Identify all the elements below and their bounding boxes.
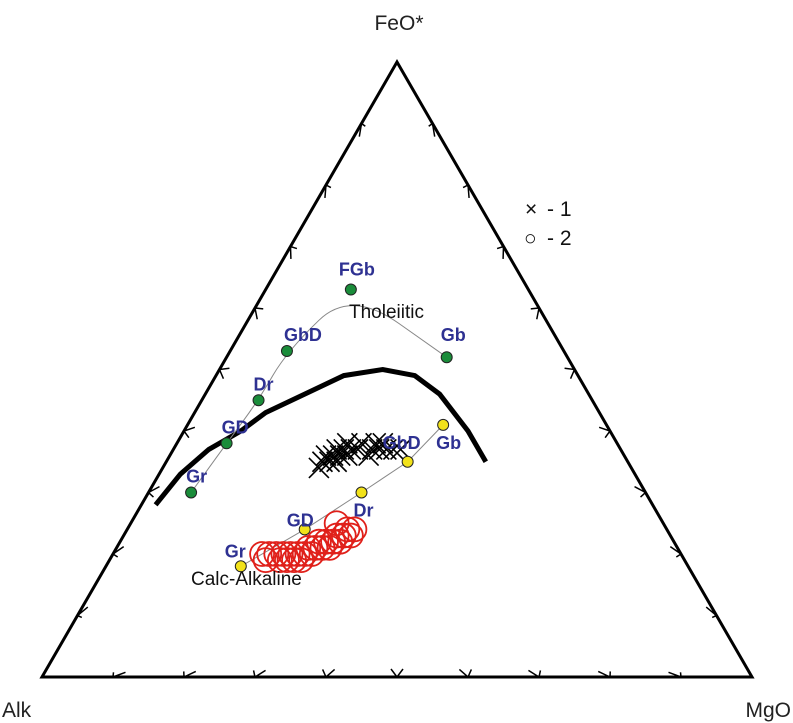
- tholeiitic-point-Gr: [185, 486, 198, 499]
- tholeiitic-point-Gb: [440, 351, 453, 364]
- tick-side1-3: [496, 245, 505, 259]
- series-1-point-0: [308, 457, 330, 479]
- series-2-point-25: [323, 522, 350, 549]
- cross-stroke-b: [372, 432, 394, 454]
- trend-points: [185, 283, 453, 573]
- vertex-label-top: FeO*: [374, 12, 423, 35]
- tholeiitic-point-FGb: [344, 283, 357, 296]
- series-1-point-14: [358, 445, 380, 467]
- tholeiitic-label-GD: GD: [222, 417, 249, 437]
- calc-alkaline-point-Gb: [437, 418, 450, 431]
- triangle-ticks: [76, 122, 718, 679]
- field-label-calc-alkaline: Calc-Alkaline: [191, 569, 302, 590]
- tholeiitic-label-FGb: FGb: [339, 260, 375, 280]
- legend: × - 1 ○ - 2: [524, 198, 572, 250]
- calc-alkaline-label-GbD: GbD: [383, 433, 421, 453]
- vertex-label-left: Alk: [2, 699, 32, 722]
- calc-alkaline-point-Dr: [355, 486, 368, 499]
- vertex-label-right: MgO: [745, 699, 791, 722]
- tholeiitic-point-GD: [220, 437, 233, 450]
- cross-stroke-b: [340, 438, 362, 461]
- tholeiitic-trend-line: [190, 305, 447, 493]
- series-1-points: [308, 432, 412, 479]
- calc-alkaline-label-Gr: Gr: [225, 541, 246, 561]
- tholeiitic-point-GbD: [280, 345, 293, 358]
- tick-side0-6: [254, 307, 264, 320]
- tholeiitic-point-Dr: [252, 394, 265, 407]
- tholeiitic-label-Dr: Dr: [254, 374, 274, 394]
- calc-alkaline-label-GD: GD: [287, 510, 314, 530]
- series-2-points: [249, 510, 368, 574]
- series-2-point-24: [323, 510, 350, 537]
- calc-alkaline-point-Gr: [234, 560, 247, 573]
- series-1-point-7: [329, 445, 351, 467]
- series-1-point-16: [365, 432, 387, 454]
- legend-symbol-2: ○: [524, 227, 537, 250]
- cross-stroke-b: [365, 432, 387, 454]
- series-1-point-20: [382, 438, 405, 461]
- cross-stroke-b: [382, 438, 405, 461]
- series-2-point-26: [341, 516, 368, 543]
- cross-stroke-b: [308, 457, 330, 479]
- legend-label-1: - 1: [547, 198, 572, 221]
- cross-stroke-b: [329, 445, 351, 467]
- series-1-point-11: [340, 438, 362, 461]
- calc-alkaline-label-Gb: Gb: [436, 433, 461, 453]
- legend-symbol-1: ×: [525, 198, 537, 221]
- series-1-point-18: [372, 432, 394, 454]
- tholeiitic-label-Gb: Gb: [441, 325, 466, 345]
- tick-side0-7: [289, 245, 298, 259]
- tholeiitic-label-GbD: GbD: [284, 325, 322, 345]
- series-1-point-2: [318, 451, 341, 473]
- tholeiitic-calc-alkaline-boundary: [153, 366, 488, 507]
- calc-alkaline-point-GbD: [401, 455, 414, 468]
- calc-alkaline-label-Dr: Dr: [354, 501, 374, 521]
- cross-stroke-b: [389, 438, 412, 461]
- calc-alkaline-point-GD: [298, 523, 311, 536]
- tick-side1-4: [530, 307, 540, 320]
- field-label-tholeiitic: Tholeiitic: [349, 302, 424, 323]
- trend-labels: Gr GD Dr GbD FGb Gb Gr GD Dr GbD Gb: [186, 260, 466, 562]
- tholeiitic-label-Gr: Gr: [186, 467, 207, 487]
- legend-label-2: - 2: [547, 227, 572, 250]
- series-2-point-0: [249, 541, 276, 567]
- cross-stroke-b: [358, 445, 380, 467]
- triangle-frame: [39, 58, 755, 679]
- cross-stroke-b: [318, 451, 341, 473]
